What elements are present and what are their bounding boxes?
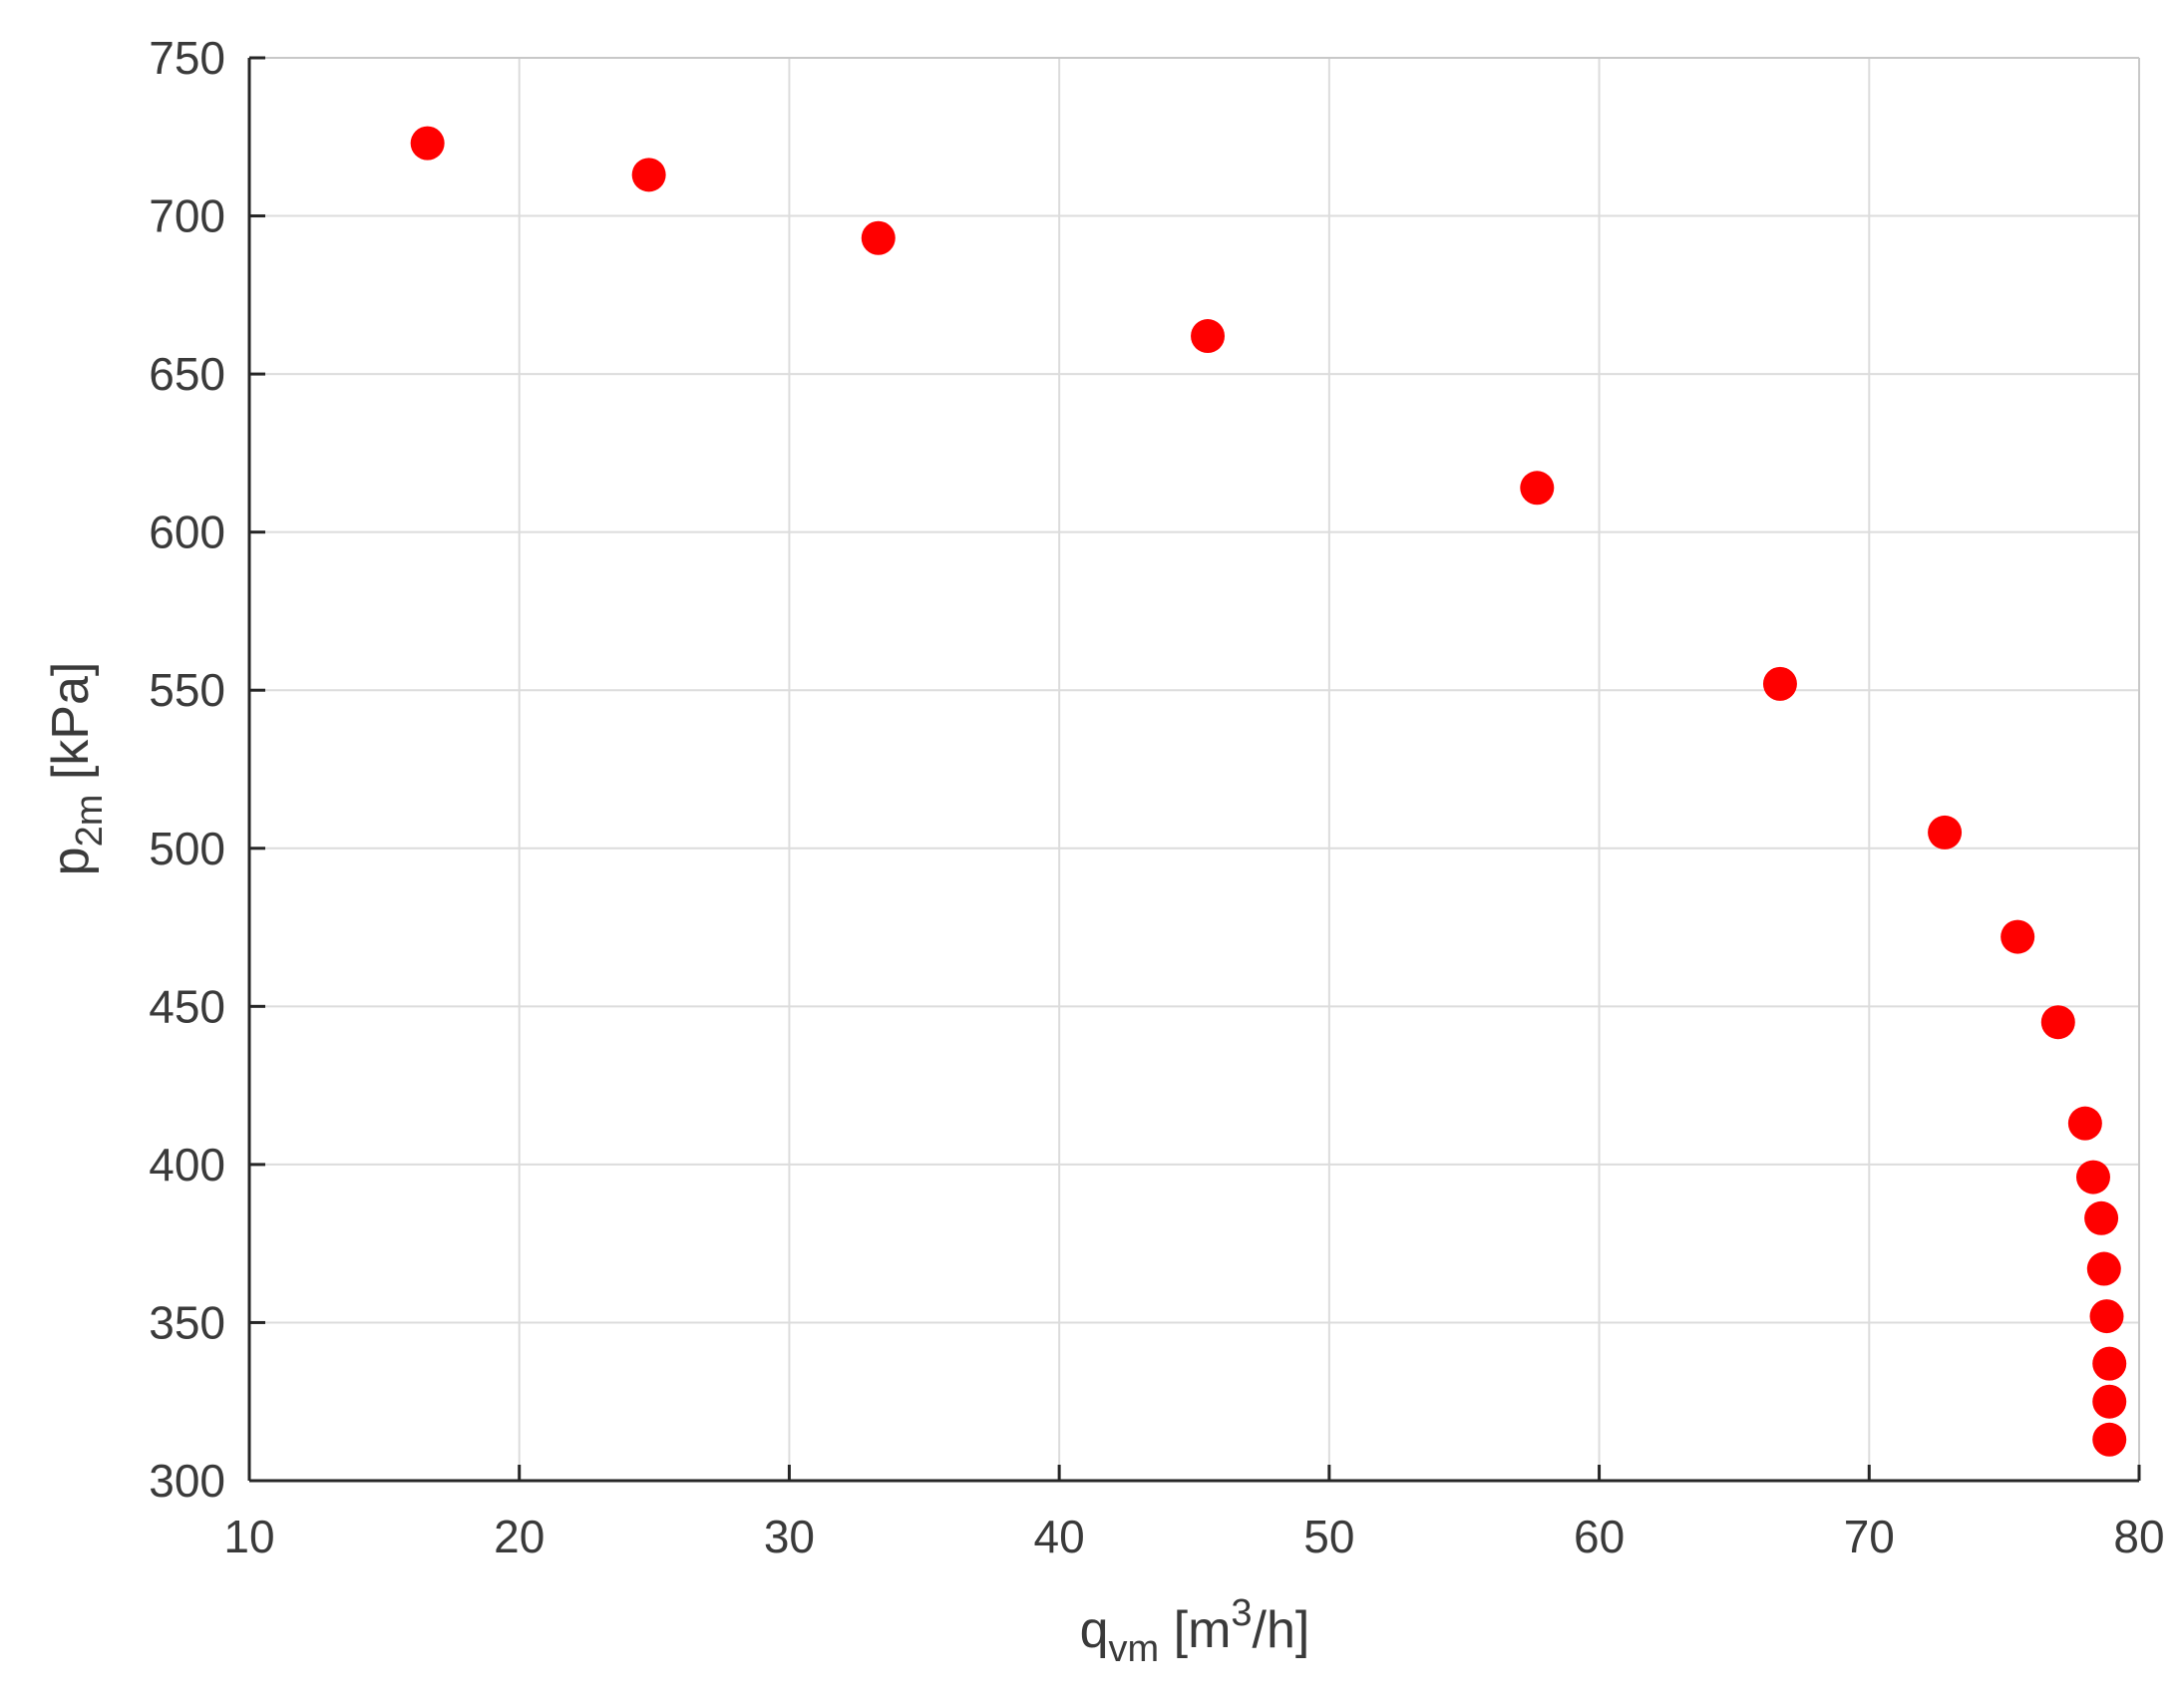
data-point bbox=[2040, 1005, 2075, 1040]
y-tick-label: 600 bbox=[149, 507, 225, 558]
y-tick-label: 500 bbox=[149, 823, 225, 874]
x-axis-title-sup: 3 bbox=[1231, 1592, 1252, 1634]
x-tick-label: 60 bbox=[1574, 1511, 1625, 1562]
y-tick-label: 700 bbox=[149, 190, 225, 242]
data-point bbox=[2001, 919, 2035, 954]
x-tick-label: 10 bbox=[223, 1511, 274, 1562]
y-tick-label: 750 bbox=[149, 32, 225, 84]
data-point bbox=[2092, 1384, 2127, 1419]
x-tick-label: 50 bbox=[1303, 1511, 1354, 1562]
data-point bbox=[2084, 1200, 2119, 1235]
x-tick-label: 80 bbox=[2113, 1511, 2164, 1562]
data-point bbox=[861, 220, 896, 255]
y-tick-label: 350 bbox=[149, 1296, 225, 1348]
y-tick-label: 650 bbox=[149, 348, 225, 400]
y-tick-label: 550 bbox=[149, 664, 225, 716]
y-tick-label: 450 bbox=[149, 980, 225, 1032]
y-axis-title: p2m [kPa] bbox=[42, 662, 111, 876]
plot-background bbox=[249, 58, 2139, 1481]
y-axis-title-unit: [kPa] bbox=[42, 662, 100, 795]
y-axis-title-sub: 2m bbox=[69, 795, 111, 848]
x-axis-title-unit: [m bbox=[1159, 1601, 1231, 1659]
tick-labels: 10 20 30 40 50 60 70 80 300 350 400 450 500 550 600 650… bbox=[149, 32, 2164, 1562]
x-axis-title-unit-end: /h] bbox=[1253, 1601, 1310, 1659]
data-points bbox=[410, 126, 2127, 1457]
data-point bbox=[1762, 666, 1797, 701]
y-tick-label: 300 bbox=[149, 1455, 225, 1507]
data-point bbox=[1928, 815, 1963, 850]
data-point bbox=[2092, 1422, 2127, 1457]
data-point bbox=[2089, 1299, 2124, 1334]
data-point bbox=[1191, 319, 1226, 354]
x-tick-label: 70 bbox=[1844, 1511, 1895, 1562]
axes bbox=[247, 56, 2141, 1483]
data-point bbox=[2086, 1251, 2121, 1286]
data-point bbox=[2075, 1160, 2110, 1195]
x-tick-label: 20 bbox=[494, 1511, 545, 1562]
data-point bbox=[1520, 471, 1555, 506]
x-axis-title-sub: vm bbox=[1109, 1628, 1160, 1670]
x-axis-title-main: q bbox=[1080, 1601, 1109, 1659]
data-point bbox=[410, 126, 445, 161]
x-tick-label: 40 bbox=[1034, 1511, 1085, 1562]
y-axis-title-main: p bbox=[42, 847, 100, 875]
data-point bbox=[2067, 1106, 2102, 1141]
x-axis-title: qvm [m3/h] bbox=[1080, 1592, 1310, 1670]
x-tick-label: 30 bbox=[764, 1511, 815, 1562]
data-point bbox=[631, 158, 666, 192]
data-point bbox=[2092, 1346, 2127, 1381]
y-tick-label: 400 bbox=[149, 1139, 225, 1191]
